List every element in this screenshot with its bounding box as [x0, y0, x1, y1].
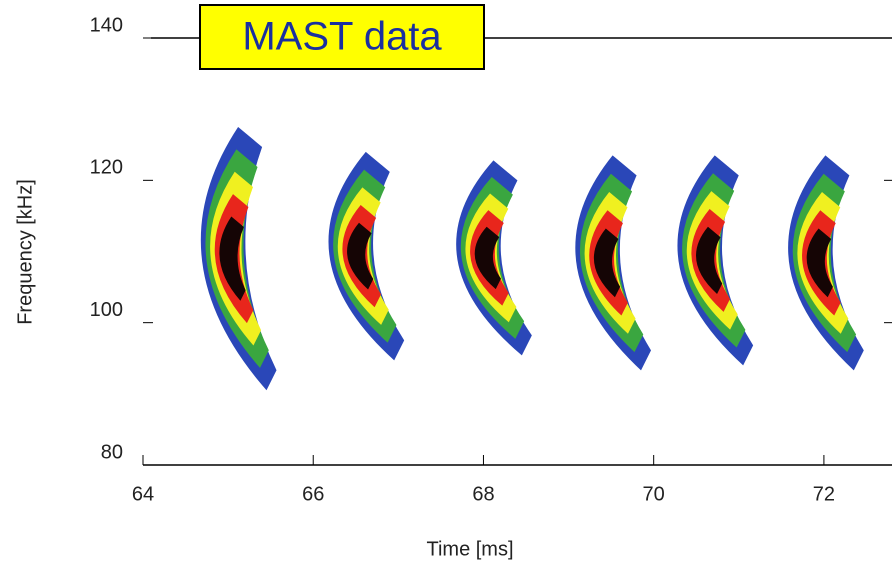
annotation-box: [199, 4, 485, 70]
x-tick-label: 66: [302, 483, 324, 505]
y-tick-label: 140: [90, 14, 123, 36]
x-tick-label: 72: [813, 483, 835, 505]
x-axis-label: Time [ms]: [426, 538, 513, 560]
burst: [456, 160, 532, 356]
contour-level: [696, 226, 723, 294]
contour-level: [347, 222, 374, 290]
burst: [200, 126, 277, 391]
x-tick-label: 68: [472, 483, 494, 505]
burst: [788, 155, 864, 371]
y-tick-label: 100: [90, 299, 123, 321]
burst: [575, 155, 652, 371]
y-tick-label: 120: [90, 157, 123, 179]
burst: [677, 155, 754, 366]
contour-level: [219, 216, 246, 301]
contour-level: [474, 226, 501, 290]
y-tick-label: 80: [101, 441, 123, 463]
contour-level: [593, 228, 621, 298]
burst: [328, 151, 405, 361]
annotation: MAST data: [242, 15, 442, 59]
y-axis-label: Frequency [kHz]: [14, 179, 36, 325]
contour-level: [806, 228, 833, 298]
x-tick-label: 70: [643, 483, 665, 505]
x-tick-label: 64: [132, 483, 154, 505]
